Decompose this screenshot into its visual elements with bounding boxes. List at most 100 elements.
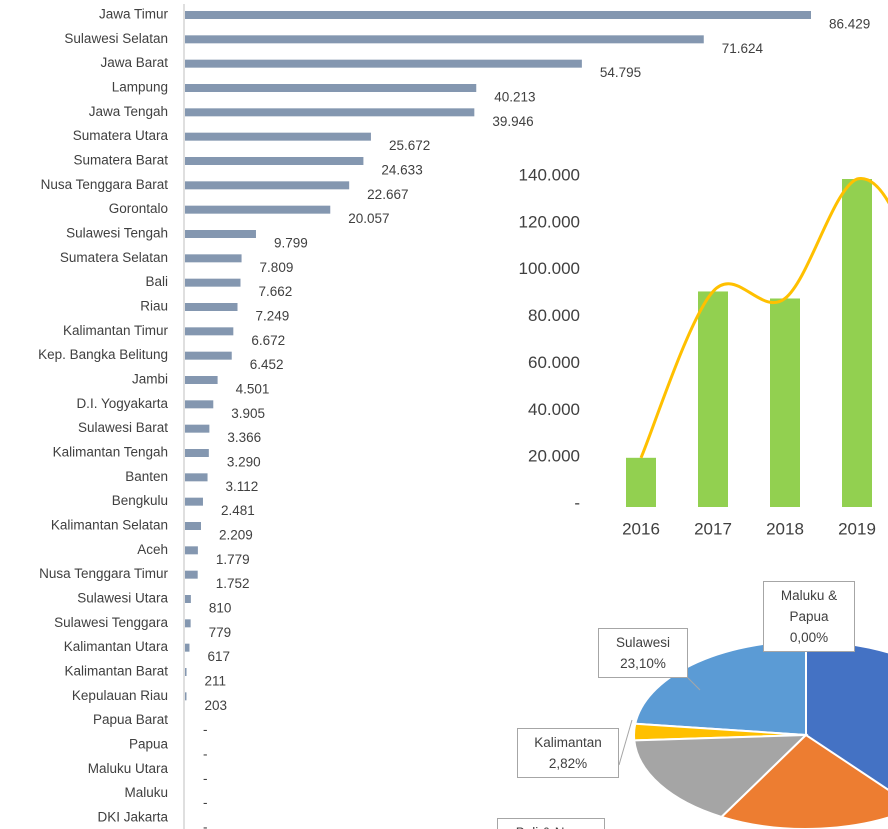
- value-label: 40.213: [494, 90, 535, 105]
- bar: [185, 449, 209, 457]
- bar: [185, 303, 238, 311]
- category-label: Papua: [129, 737, 169, 752]
- slice-name: Bali & Nusa: [502, 822, 600, 829]
- value-label: -: [203, 722, 208, 737]
- category-label: Jawa Tengah: [89, 104, 168, 119]
- leader-line: [618, 719, 633, 766]
- category-label: Jawa Timur: [99, 7, 169, 22]
- y-tick-label: 80.000: [528, 306, 580, 325]
- category-label: Kalimantan Barat: [64, 664, 168, 679]
- bar: [185, 230, 256, 238]
- bar: [185, 108, 475, 117]
- bar: [185, 424, 210, 433]
- category-label: Jambi: [132, 372, 168, 387]
- value-label: 6.672: [251, 333, 285, 348]
- value-label: 39.946: [492, 114, 533, 129]
- category-label: Kalimantan Tengah: [53, 445, 168, 460]
- bar: [185, 327, 234, 336]
- bar: [185, 668, 187, 676]
- category-label: Bali: [145, 274, 168, 289]
- bar: [185, 400, 214, 409]
- bar: [185, 59, 582, 68]
- bar: [185, 157, 364, 165]
- value-label: -: [203, 795, 208, 810]
- value-label: 9.799: [274, 236, 308, 251]
- category-label: Maluku: [124, 785, 168, 800]
- y-tick-label: 40.000: [528, 400, 580, 419]
- bar: [185, 546, 198, 555]
- value-label: 203: [204, 698, 227, 713]
- category-label: Sumatera Barat: [73, 153, 168, 168]
- value-label: 54.795: [600, 65, 641, 80]
- slice-name: Sulawesi: [615, 635, 671, 650]
- bar: [185, 692, 187, 701]
- bar: [185, 473, 208, 482]
- value-label: 3.366: [227, 430, 261, 445]
- category-label: Sulawesi Barat: [78, 420, 168, 435]
- value-label: 86.429: [829, 17, 870, 32]
- bar: [185, 84, 477, 92]
- y-tick-label: -: [574, 493, 580, 512]
- category-label: Kep. Bangka Belitung: [38, 347, 168, 362]
- slice-value: 0,00%: [789, 630, 829, 645]
- value-label: 617: [207, 649, 230, 664]
- slice-label: Bali & Nusa: [497, 818, 605, 829]
- category-label: Sumatera Selatan: [60, 250, 168, 265]
- bar: [185, 35, 704, 44]
- category-label: Sulawesi Utara: [77, 591, 168, 606]
- bar: [185, 351, 232, 360]
- category-label: Bengkulu: [112, 493, 168, 508]
- value-label: 2.209: [219, 528, 253, 543]
- value-label: 810: [209, 601, 232, 616]
- bar: [770, 298, 800, 507]
- category-label: Gorontalo: [109, 201, 168, 216]
- value-label: -: [203, 747, 208, 762]
- value-label: 2.481: [221, 503, 255, 518]
- category-label: Sumatera Utara: [73, 128, 169, 143]
- y-tick-label: 20.000: [528, 447, 580, 466]
- line: [639, 177, 888, 459]
- category-label: Riau: [140, 299, 168, 314]
- value-label: 7.809: [260, 260, 294, 275]
- pie-rest: [633, 733, 809, 819]
- category-label: Nusa Tenggara Barat: [41, 177, 169, 192]
- slice-value: 23,10%: [620, 656, 666, 671]
- category-label: Aceh: [137, 542, 168, 557]
- category-label: Sulawesi Tenggara: [54, 615, 168, 630]
- category-label: Kepulauan Riau: [72, 688, 168, 703]
- category-label: Banten: [125, 469, 168, 484]
- category-label: Nusa Tenggara Timur: [39, 566, 168, 581]
- x-tick-label: 2018: [766, 519, 804, 538]
- x-tick-label: 2017: [694, 519, 732, 538]
- bar: [185, 522, 201, 530]
- x-tick-label: 2016: [622, 519, 660, 538]
- value-label: 20.057: [348, 211, 389, 226]
- category-label: DKI Jakarta: [97, 810, 168, 825]
- value-label: 7.662: [258, 284, 292, 299]
- category-label: Kalimantan Utara: [64, 639, 169, 654]
- slice-name: Kalimantan: [534, 735, 602, 750]
- y-tick-label: 100.000: [519, 259, 580, 278]
- category-label: Kalimantan Selatan: [51, 518, 168, 533]
- value-label: 1.752: [216, 576, 250, 591]
- y-tick-label: 140.000: [519, 165, 580, 184]
- bar: [185, 595, 191, 603]
- bar: [185, 278, 241, 287]
- slice-label: Sulawesi 23,10%: [598, 628, 688, 678]
- x-tick-label: 2019: [838, 519, 876, 538]
- value-label: 6.452: [250, 357, 284, 372]
- bar: [185, 11, 811, 19]
- value-label: 7.249: [256, 309, 290, 324]
- value-label: 3.290: [227, 455, 261, 470]
- value-label: 22.667: [367, 187, 408, 202]
- category-label: Kalimantan Timur: [63, 323, 169, 338]
- category-label: D.I. Yogyakarta: [76, 396, 168, 411]
- slice-label: Kalimantan 2,82%: [517, 728, 619, 778]
- bar: [185, 254, 242, 263]
- bar: [185, 570, 198, 579]
- bar: [185, 376, 218, 384]
- value-label: -: [203, 820, 208, 829]
- y-tick-label: 60.000: [528, 353, 580, 372]
- value-label: 779: [209, 625, 232, 640]
